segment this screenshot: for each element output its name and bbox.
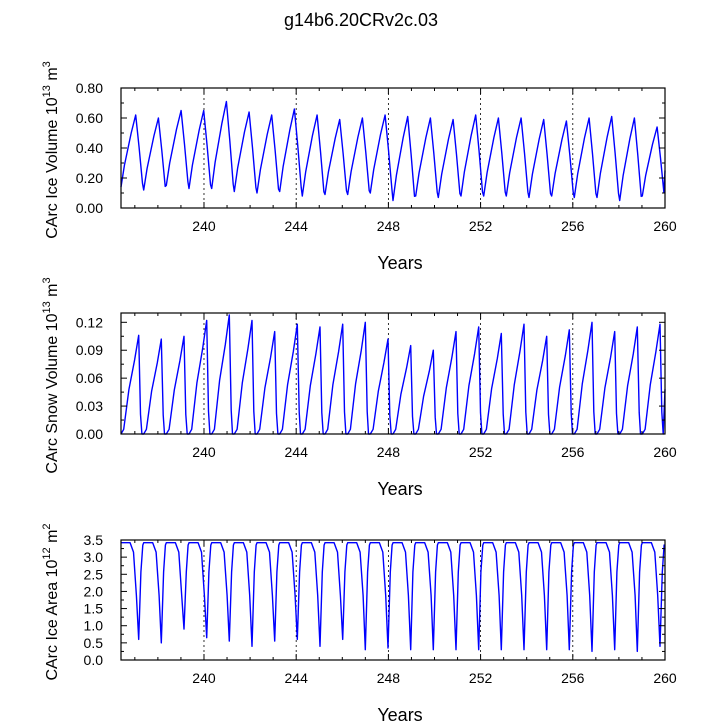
panel-2: 240 244 248 252 256 260 0.00 0.03 0.06 0.09 0.12 Ye… [41, 277, 677, 499]
series-line [120, 100, 666, 202]
x-tick-label: 256 [561, 218, 585, 234]
y-tick-label: 0.0 [84, 652, 104, 668]
x-tick-label: 256 [561, 670, 585, 686]
panel-1: 240 244 248 252 256 260 0.00 0.20 0.40 0.60 0.80 Ye… [41, 61, 677, 273]
y-tick-label: 3.0 [84, 549, 104, 565]
x-tick-label: 240 [192, 444, 216, 460]
plot-frame [120, 539, 666, 661]
y-tick-label: 1.5 [84, 601, 104, 617]
y-tick-label: 0.03 [76, 398, 103, 414]
plot-frame [120, 87, 666, 209]
panel-3: 240 244 248 252 256 260 0.00.51.01.5 2.02.53.03… [41, 523, 677, 723]
y-axis-title: CArc Snow Volume 1013 m3 [41, 277, 61, 473]
x-tick-label: 252 [469, 444, 493, 460]
x-tick-label: 248 [377, 218, 401, 234]
figure-title: g14b6.20CRv2c.03 [284, 10, 438, 30]
y-tick-label: 0.09 [76, 342, 103, 358]
y-tick-label: 0.00 [76, 200, 103, 216]
x-tick-label: 240 [192, 670, 216, 686]
x-tick-label: 252 [469, 670, 493, 686]
y-tick-label: 0.06 [76, 370, 103, 386]
y-tick-label: 1.0 [84, 618, 104, 634]
y-tick-label: 0.00 [76, 426, 103, 442]
x-tick-label: 244 [285, 218, 309, 234]
y-tick-label: 0.80 [76, 80, 103, 96]
y-tick-label: 2.0 [84, 583, 104, 599]
x-tick-label: 260 [653, 670, 677, 686]
plot-frame [120, 312, 666, 435]
y-tick-label: 0.60 [76, 110, 103, 126]
y-tick-label: 0.40 [76, 140, 103, 156]
y-tick-label: 0.12 [76, 314, 103, 330]
y-tick-label: 0.20 [76, 170, 103, 186]
x-tick-label: 244 [285, 670, 309, 686]
x-axis-title: Years [377, 479, 422, 499]
series-line [121, 542, 666, 653]
y-tick-label: 2.5 [84, 566, 104, 582]
x-tick-label: 248 [377, 670, 401, 686]
x-tick-label: 260 [653, 444, 677, 460]
y-tick-label: 0.5 [84, 635, 104, 651]
y-tick-label: 3.5 [84, 532, 104, 548]
x-tick-label: 244 [285, 444, 309, 460]
x-tick-label: 248 [377, 444, 401, 460]
x-tick-label: 240 [192, 218, 216, 234]
x-axis-title: Years [377, 705, 422, 723]
x-tick-label: 260 [653, 218, 677, 234]
x-tick-label: 252 [469, 218, 493, 234]
y-axis-title: CArc Ice Area 1012 m2 [41, 523, 61, 680]
x-tick-label: 256 [561, 444, 585, 460]
y-axis-title: CArc Ice Volume 1013 m3 [41, 61, 61, 239]
series-line [120, 314, 666, 435]
x-axis-title: Years [377, 253, 422, 273]
